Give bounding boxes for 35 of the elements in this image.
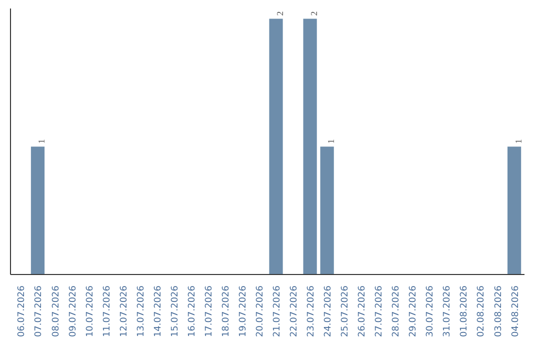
x-tick-label: 04.08.2026 bbox=[510, 285, 521, 338]
x-tick-label: 23.07.2026 bbox=[306, 285, 317, 338]
x-tick-label: 03.08.2026 bbox=[494, 285, 504, 338]
x-tick-label: 25.07.2026 bbox=[340, 285, 351, 338]
x-tick-label: 12.07.2026 bbox=[119, 285, 130, 338]
x-tick-label: 29.07.2026 bbox=[408, 285, 419, 338]
x-tick-label: 01.08.2026 bbox=[460, 285, 470, 338]
x-tick-label: 13.07.2026 bbox=[136, 285, 146, 338]
x-tick-label: 22.07.2026 bbox=[290, 285, 300, 338]
x-tick-label: 09.07.2026 bbox=[68, 285, 78, 338]
x-tick-label: 21.07.2026 bbox=[272, 285, 283, 338]
data-label: 2 bbox=[309, 11, 320, 16]
x-tick-label: 30.07.2026 bbox=[426, 285, 436, 338]
x-tick-label: 02.08.2026 bbox=[476, 285, 487, 338]
x-tick-label: 18.07.2026 bbox=[221, 285, 232, 338]
x-tick-label: 27.07.2026 bbox=[374, 285, 385, 338]
data-label: 1 bbox=[513, 139, 524, 144]
x-tick-label: 07.07.2026 bbox=[34, 285, 44, 338]
x-tick-label: 19.07.2026 bbox=[238, 285, 248, 338]
x-tick-label: 06.07.2026 bbox=[17, 285, 28, 338]
x-tick-label: 08.07.2026 bbox=[51, 285, 62, 338]
x-tick-label: 14.07.2026 bbox=[153, 285, 164, 338]
x-tick-label: 24.07.2026 bbox=[324, 285, 334, 338]
x-tick-label: 11.07.2026 bbox=[102, 285, 112, 338]
data-label: 1 bbox=[36, 139, 47, 144]
x-tick-label: 16.07.2026 bbox=[187, 285, 198, 338]
data-label: 1 bbox=[326, 139, 336, 144]
x-tick-label: 28.07.2026 bbox=[392, 285, 402, 338]
x-tick-label: 10.07.2026 bbox=[85, 285, 96, 338]
data-label: 2 bbox=[275, 11, 286, 16]
x-tick-label: 20.07.2026 bbox=[255, 285, 266, 338]
x-tick-label: 15.07.2026 bbox=[170, 285, 180, 338]
x-tick-label: 17.07.2026 bbox=[204, 285, 214, 338]
x-tick-label: 26.07.2026 bbox=[358, 285, 368, 338]
x-tick-label: 31.07.2026 bbox=[442, 285, 453, 338]
